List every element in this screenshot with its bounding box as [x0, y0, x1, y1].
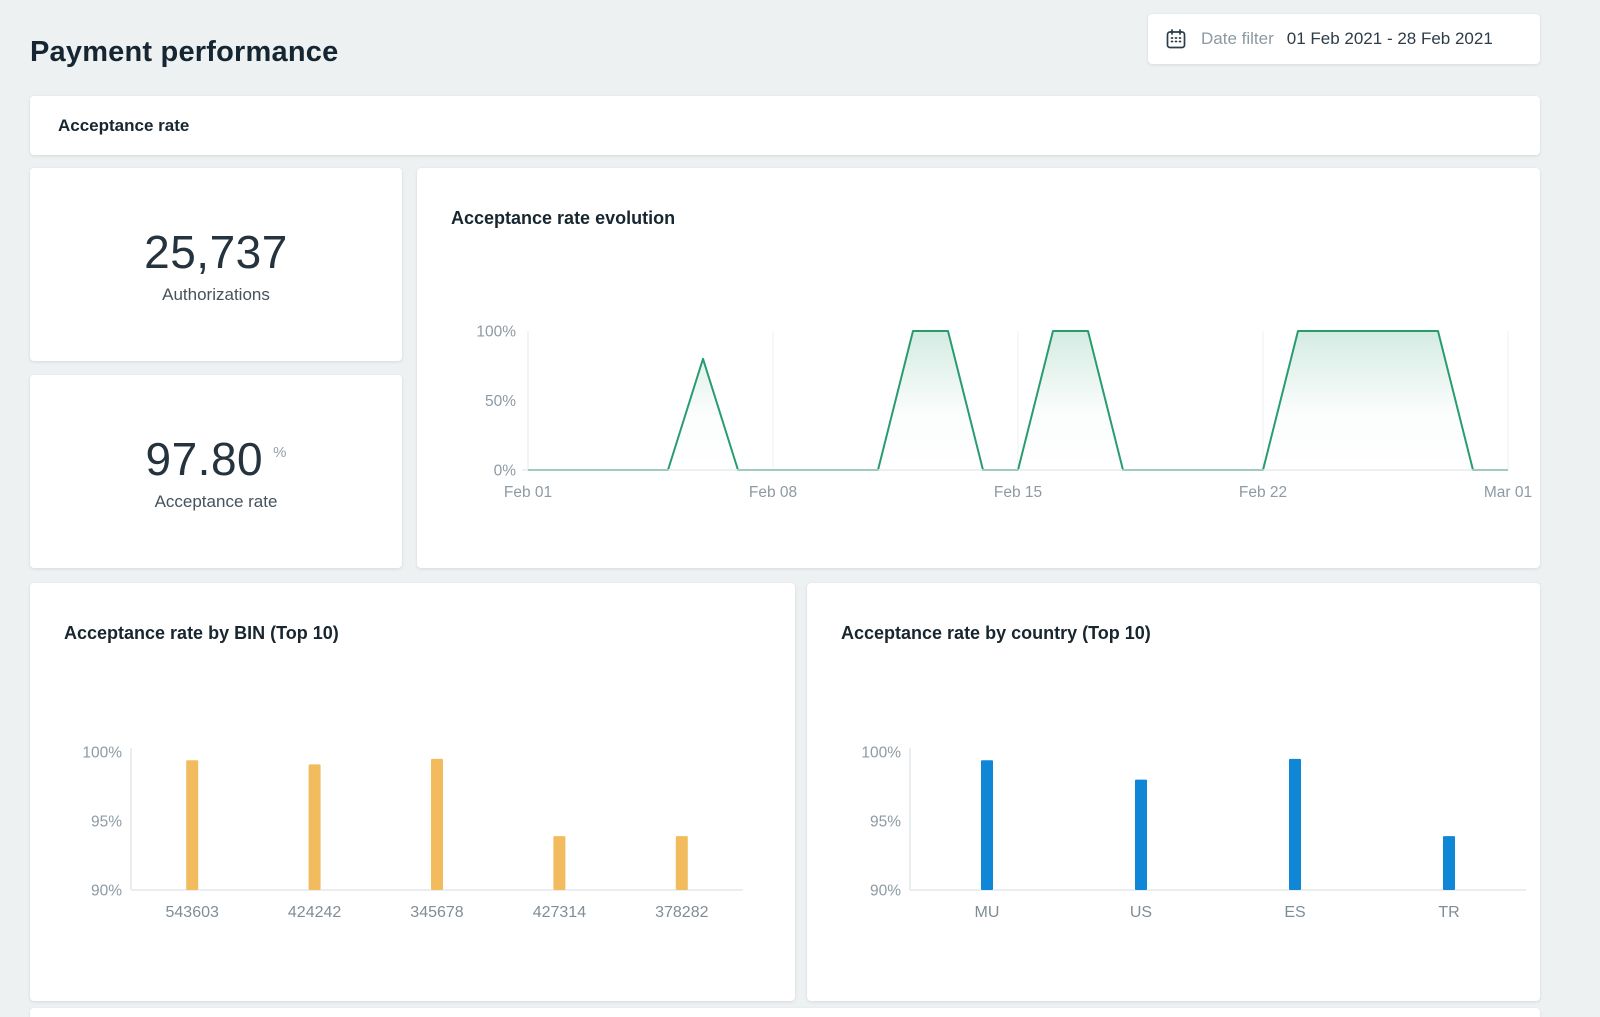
authorizations-stat-card: 25,737 Authorizations: [30, 168, 402, 361]
country-category-label: MU: [975, 904, 1000, 921]
acceptance-rate-stat-card: 97.80 % Acceptance rate: [30, 375, 402, 568]
acceptance-rate-unit: %: [273, 444, 287, 461]
evolution-x-tick: Feb 22: [1239, 484, 1287, 501]
acceptance-rate-by-country-card: Acceptance rate by country (Top 10) 100%…: [807, 583, 1540, 1001]
evolution-x-tick: Feb 15: [994, 484, 1042, 501]
country-y-tick: 100%: [861, 745, 901, 762]
bin-y-tick: 100%: [82, 745, 122, 762]
bin-y-tick: 95%: [91, 814, 122, 831]
country-category-label: US: [1130, 904, 1152, 921]
bin-bar-345678: [431, 758, 443, 890]
page-title: Payment performance: [30, 36, 339, 68]
evolution-x-tick: Feb 01: [504, 484, 552, 501]
evolution-x-tick: Feb 08: [749, 484, 797, 501]
acceptance-rate-evolution-card: Acceptance rate evolution 100% 50% 0% Feb 0…: [417, 168, 1540, 568]
evolution-chart-svg: 100% 50% 0% Feb 01 Feb 08 Feb 15 Feb 22 Mar 01: [476, 324, 1532, 502]
calendar-icon: [1166, 29, 1186, 49]
country-category-label: TR: [1438, 904, 1459, 921]
acceptance-rate-value: 97.80: [145, 432, 264, 485]
bin-bar-427314: [553, 836, 566, 890]
section-title: Acceptance rate: [58, 115, 190, 135]
evolution-area: [528, 331, 1508, 470]
acceptance-rate-label: Acceptance rate: [154, 491, 278, 511]
bin-bar-424242: [308, 764, 321, 890]
evolution-chart-title: Acceptance rate evolution: [451, 208, 676, 228]
date-filter-button[interactable]: Date filter 01 Feb 2021 - 28 Feb 2021: [1148, 14, 1540, 64]
bin-category-label: 378282: [655, 904, 708, 921]
country-bar-MU: [981, 760, 993, 890]
evolution-line-chart: 100% 50% 0% Feb 01 Feb 08 Feb 15 Feb 22 Mar 01: [417, 168, 1540, 568]
evolution-x-tick: Mar 01: [1484, 484, 1532, 501]
next-section-card-edge: [30, 1008, 1540, 1017]
country-y-tick: 90%: [870, 883, 901, 900]
evolution-y-tick: 50%: [485, 393, 516, 410]
country-category-label: ES: [1284, 904, 1305, 921]
bin-y-tick: 90%: [91, 883, 122, 900]
country-bar-TR: [1443, 836, 1455, 890]
date-filter-value: 01 Feb 2021 - 28 Feb 2021: [1286, 29, 1493, 48]
country-chart-title: Acceptance rate by country (Top 10): [841, 623, 1151, 643]
country-bar-US: [1135, 779, 1147, 890]
country-chart-svg: 100% 95% 90% MU US ES TR: [861, 745, 1526, 921]
bin-bar-378282: [675, 836, 688, 890]
evolution-y-tick: 0%: [494, 463, 517, 480]
bin-chart-svg: 100% 95% 90% 543603 424242 345678 427314 378282: [82, 745, 743, 921]
bin-category-label: 543603: [166, 904, 219, 921]
country-bar-chart: 100% 95% 90% MU US ES TR: [807, 583, 1540, 1001]
country-bar-ES: [1289, 758, 1301, 890]
bin-bar-543603: [186, 760, 199, 890]
section-header: Acceptance rate: [30, 96, 1540, 155]
date-filter-label: Date filter: [1201, 29, 1274, 48]
bin-chart-title: Acceptance rate by BIN (Top 10): [64, 623, 339, 643]
evolution-y-tick: 100%: [476, 324, 516, 341]
bin-bar-chart: 100% 95% 90% 543603 424242 345678 427314 378282: [30, 583, 795, 1001]
acceptance-rate-by-bin-card: Acceptance rate by BIN (Top 10) 100% 95% 9…: [30, 583, 795, 1001]
country-y-tick: 95%: [870, 814, 901, 831]
bin-category-label: 427314: [533, 904, 586, 921]
bin-category-label: 345678: [410, 904, 463, 921]
authorizations-value: 25,737: [144, 225, 288, 278]
authorizations-label: Authorizations: [162, 284, 270, 304]
bin-category-label: 424242: [288, 904, 341, 921]
